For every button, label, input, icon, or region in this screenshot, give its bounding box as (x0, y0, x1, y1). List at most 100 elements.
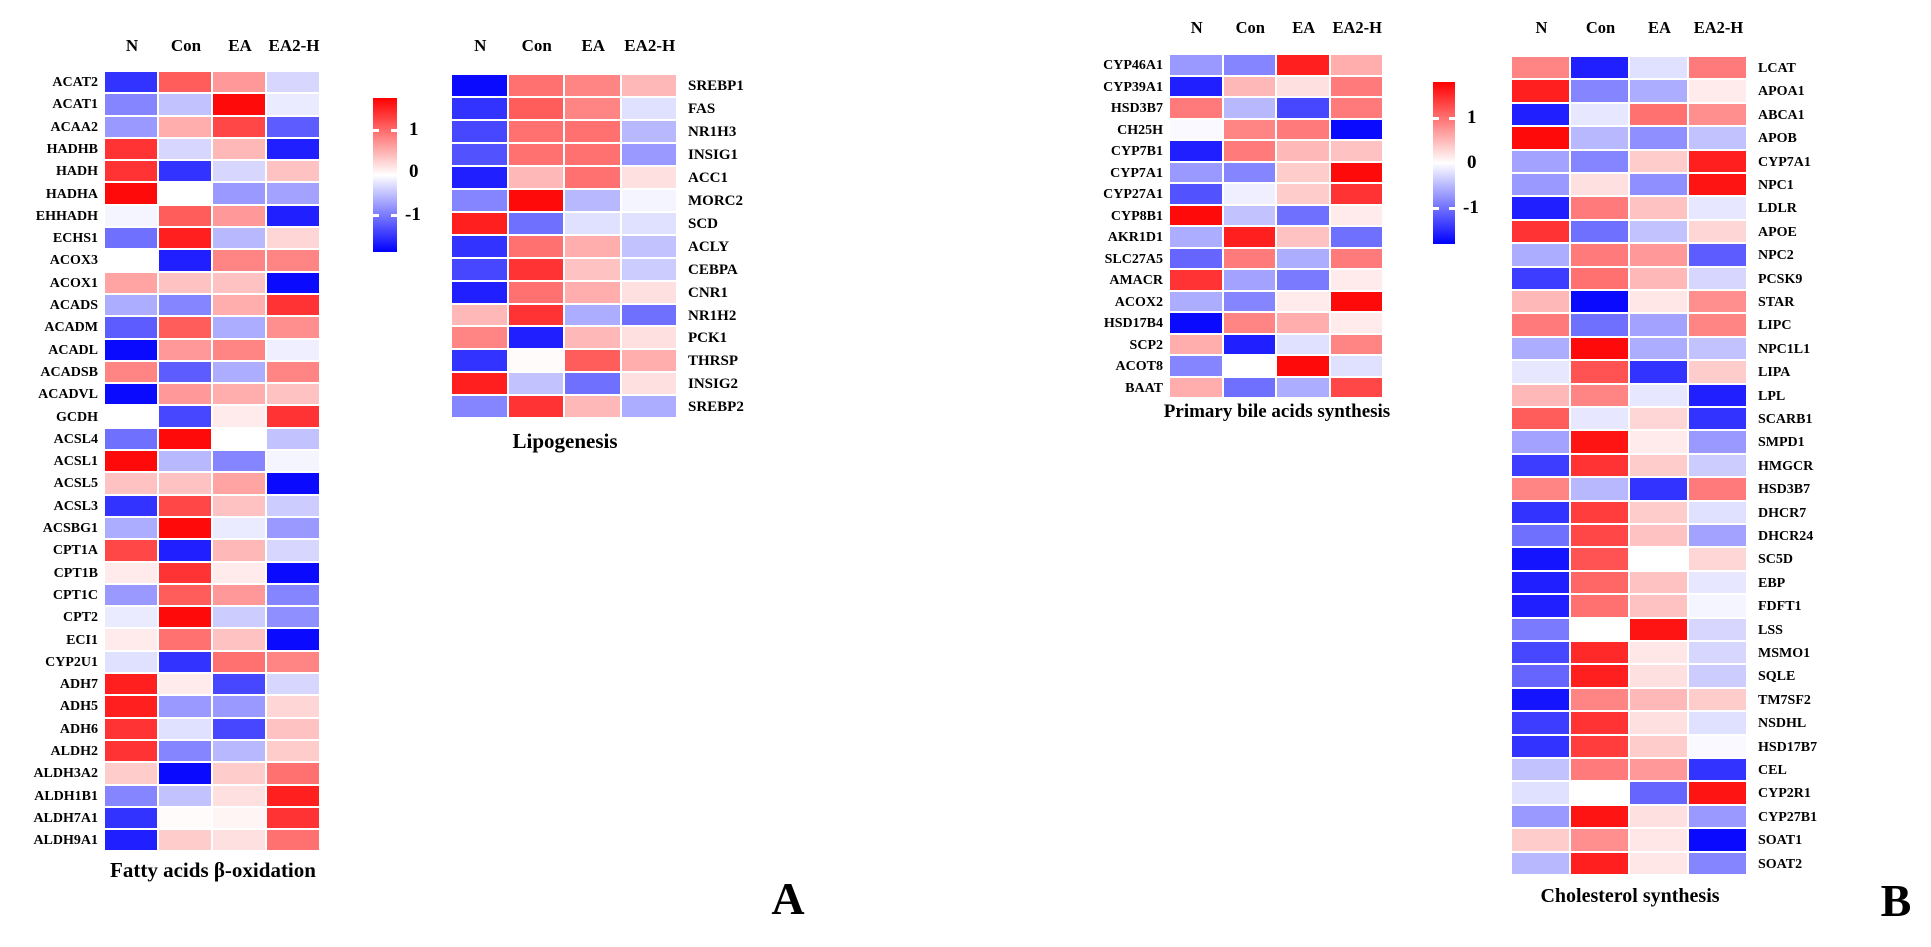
heatmap-cell (267, 785, 319, 806)
column-header-con: Con (521, 36, 552, 55)
heatmap-cell (621, 258, 676, 280)
gene-label: PCSK9 (1758, 271, 1803, 287)
heatmap-cell (213, 473, 265, 494)
heatmap-cell (159, 161, 211, 182)
heatmap-cell (159, 317, 211, 338)
heatmap-cell (105, 562, 157, 583)
heatmap-cell (1330, 356, 1382, 376)
gene-label: CYP8B1 (1110, 208, 1163, 224)
heatmap-cell (213, 540, 265, 561)
heatmap-cell (105, 651, 157, 673)
heatmap-cell (1571, 805, 1628, 828)
gene-label: SMPD1 (1758, 435, 1805, 451)
heatmap-cell (1330, 248, 1382, 268)
heatmap-cell (213, 696, 265, 717)
gene-label: HSD3B7 (1110, 101, 1163, 116)
heatmap-cell (1630, 384, 1687, 406)
heatmap-cell (1512, 80, 1569, 102)
heatmap-cell (1330, 205, 1382, 225)
heatmap-cell (1630, 735, 1687, 757)
heatmap-cell (621, 304, 676, 326)
heatmap-cell (1630, 501, 1687, 523)
gene-label: CEL (1758, 763, 1787, 778)
gene-label: CYP27A1 (1103, 187, 1163, 202)
gene-label: FDFT1 (1758, 599, 1802, 615)
gene-label: ACADSB (40, 364, 98, 380)
colorbar-b (1433, 82, 1455, 244)
heatmap-cell (565, 235, 620, 257)
heatmap-cell (621, 189, 676, 211)
heatmap-cell (1223, 162, 1275, 182)
heatmap-cell (1170, 76, 1222, 96)
gene-label: SCP2 (1129, 337, 1163, 353)
heatmap-cell (1571, 641, 1628, 664)
heatmap-cell (1223, 55, 1275, 75)
heatmap-cell (1223, 270, 1275, 290)
gene-label: SCARB1 (1758, 412, 1813, 427)
heatmap-cell (1277, 291, 1329, 311)
heatmap-cell (1170, 248, 1222, 268)
heatmap-cell (1689, 173, 1746, 196)
heatmap-cell (159, 830, 211, 851)
heatmap-cell (159, 785, 211, 806)
heatmap-cell (1630, 524, 1687, 547)
heatmap-cell (159, 495, 211, 516)
gene-label: ACADS (49, 298, 98, 313)
heatmap-cell (1571, 571, 1628, 594)
gene-label: HSD17B4 (1103, 316, 1163, 331)
heatmap-cell (508, 350, 563, 372)
gene-label: EBP (1758, 575, 1786, 591)
heatmap-cell (1512, 197, 1569, 219)
heatmap-cell (1512, 103, 1569, 126)
heatmap-cell (267, 250, 319, 271)
heatmap-cell (1223, 356, 1275, 376)
gene-label: ACAT1 (52, 97, 98, 113)
gene-label: PCK1 (688, 330, 728, 347)
heatmap-cell (213, 607, 265, 628)
gene-label: LDLR (1758, 201, 1797, 217)
heatmap-cell (1330, 313, 1382, 333)
heatmap-cell (159, 718, 211, 739)
heatmap-cell (1630, 431, 1687, 453)
heatmap-cell (1689, 595, 1746, 617)
heatmap-cell (213, 138, 265, 160)
heatmap-cell (105, 161, 157, 182)
heatmap-cell (213, 72, 265, 93)
gene-label: CYP39A1 (1103, 79, 1163, 95)
gene-label: SQLE (1758, 669, 1796, 685)
gene-label: BAAT (1125, 380, 1163, 396)
gene-label: APOA1 (1758, 84, 1805, 100)
heatmap-cell (1512, 150, 1569, 172)
heatmap-cell (1170, 119, 1222, 139)
title-cholesterol-synthesis: Cholesterol synthesis (1540, 885, 1720, 907)
heatmap-cell (105, 183, 157, 204)
panel-label-b: B (1880, 875, 1912, 926)
gene-label: LIPA (1758, 365, 1791, 381)
heatmap-cell (267, 763, 319, 784)
heatmap-cell (508, 281, 563, 303)
heatmap-cell (452, 143, 507, 165)
gene-label: ACOX2 (1114, 294, 1163, 310)
heatmap-cell (1571, 454, 1628, 477)
heatmap-cell (267, 740, 319, 762)
column-header-con: Con (1235, 18, 1265, 37)
heatmap-grid (1170, 55, 1382, 397)
heatmap-cell (452, 75, 507, 96)
heatmap-cell (267, 807, 319, 829)
heatmap-cell (1330, 55, 1382, 75)
heatmap-cell (159, 763, 211, 784)
colorbar-tick-notch (373, 129, 379, 132)
heatmap-cell (1571, 595, 1628, 617)
colorbar-a-tick-min: -1 (405, 204, 421, 225)
heatmap-cell (159, 740, 211, 762)
gene-label: CYP7A1 (1758, 154, 1811, 170)
heatmap-cell (105, 830, 157, 851)
gene-label: CYP27B1 (1758, 809, 1818, 825)
heatmap-cell (267, 718, 319, 739)
heatmap-cell (1277, 270, 1329, 290)
heatmap-cell (1512, 782, 1569, 804)
heatmap-cell (1512, 805, 1569, 828)
heatmap-cell (1630, 267, 1687, 289)
heatmap-cell (1277, 55, 1329, 75)
heatmap-cell (1630, 337, 1687, 360)
